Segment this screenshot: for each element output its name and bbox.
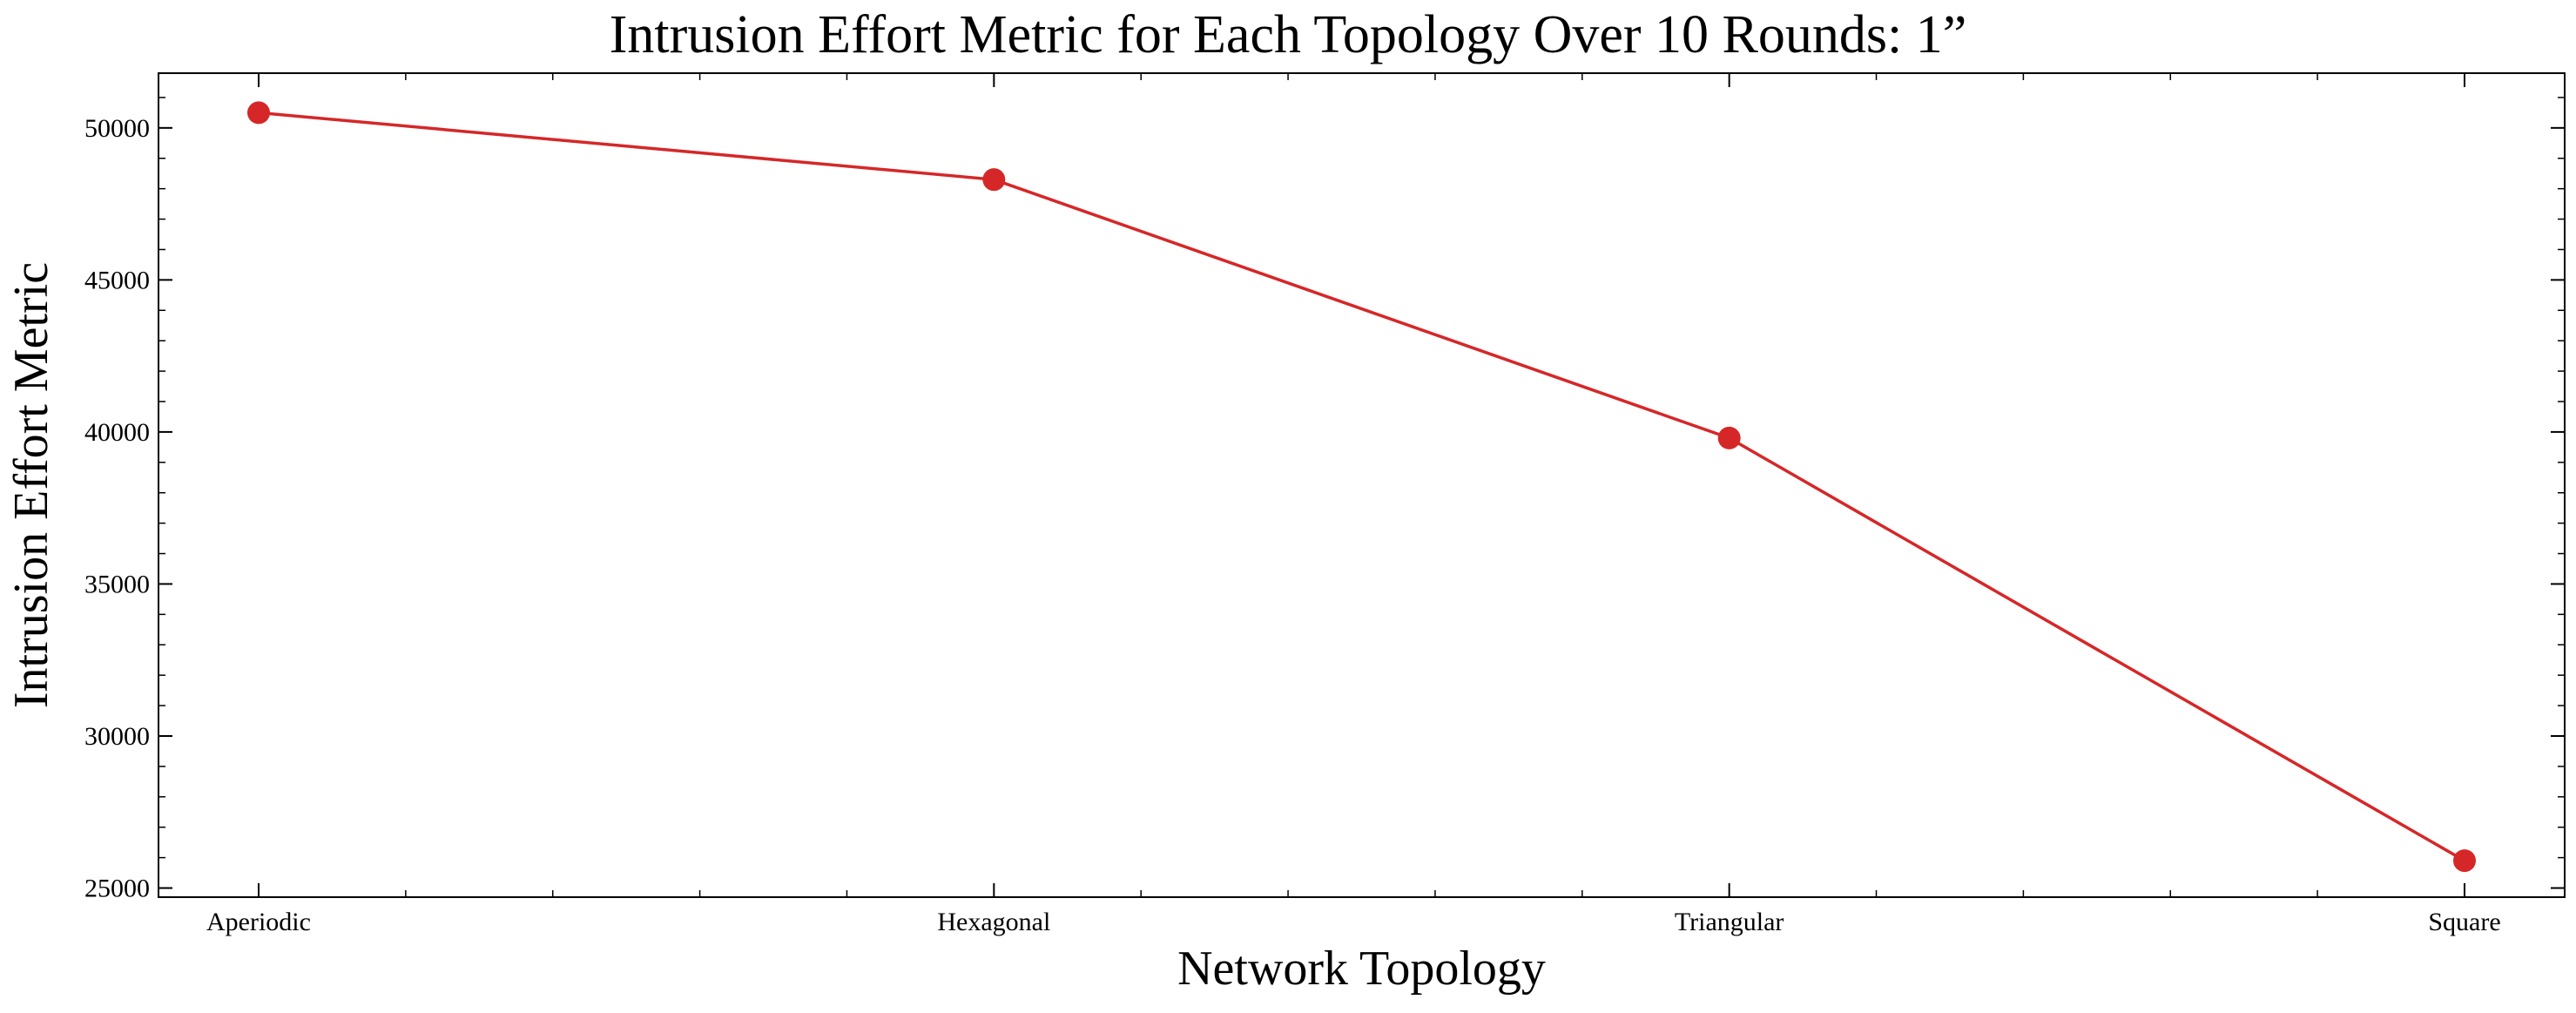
y-tick-label: 45000 xyxy=(84,266,150,294)
data-point-square xyxy=(2453,849,2477,873)
x-axis-label: Network Topology xyxy=(1177,942,1546,996)
x-tick-label: Square xyxy=(2428,908,2500,936)
plot-frame xyxy=(158,72,2566,898)
data-point-triangular xyxy=(1717,426,1741,449)
y-tick-label: 40000 xyxy=(84,418,150,447)
y-tick-label: 25000 xyxy=(84,875,150,903)
x-tick-label: Triangular xyxy=(1675,908,1784,936)
y-tick-label: 50000 xyxy=(84,114,150,143)
data-point-aperiodic xyxy=(246,101,270,125)
data-point-hexagonal xyxy=(982,168,1006,192)
y-tick-label: 35000 xyxy=(84,570,150,598)
y-tick-label: 30000 xyxy=(84,722,150,751)
series-line xyxy=(258,111,2465,862)
chart-title: Intrusion Effort Metric for Each Topolog… xyxy=(609,5,1967,64)
y-axis-label: Intrusion Effort Metric xyxy=(4,262,58,708)
x-tick-label: Aperiodic xyxy=(206,908,311,936)
x-tick-label: Hexagonal xyxy=(937,908,1050,936)
